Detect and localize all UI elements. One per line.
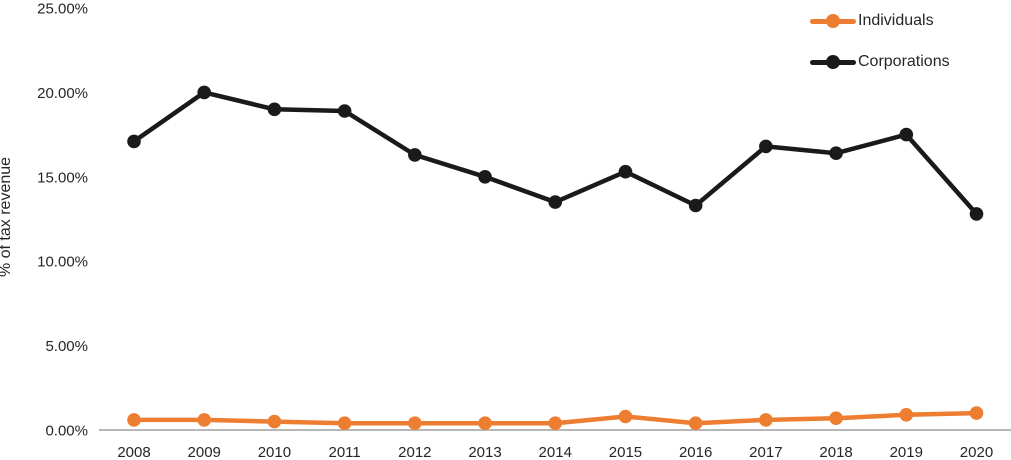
x-tick-label: 2020 bbox=[960, 444, 993, 460]
x-tick-label: 2011 bbox=[328, 444, 360, 460]
data-point bbox=[829, 411, 843, 426]
corporations-marker-icon bbox=[826, 55, 840, 69]
individuals-marker-icon bbox=[826, 14, 840, 28]
legend-label-corporations: Corporations bbox=[858, 53, 950, 70]
data-point bbox=[548, 195, 563, 209]
y-tick-label: 25.00% bbox=[37, 1, 88, 18]
x-tick-label: 2019 bbox=[890, 444, 923, 460]
data-point bbox=[197, 413, 212, 427]
x-tick-label: 2016 bbox=[679, 444, 712, 460]
x-tick-label: 2015 bbox=[609, 444, 642, 460]
x-tick-label: 2014 bbox=[539, 444, 572, 460]
y-tick-label: 15.00% bbox=[37, 169, 88, 186]
data-point bbox=[127, 413, 141, 427]
data-point bbox=[337, 104, 352, 118]
x-tick-label: 2018 bbox=[819, 444, 852, 460]
legend-item-corporations: Corporations bbox=[810, 48, 950, 76]
y-axis-title: % of tax revenue bbox=[0, 157, 14, 277]
data-point bbox=[899, 127, 914, 142]
data-point bbox=[688, 198, 703, 213]
data-point bbox=[548, 416, 563, 431]
data-point bbox=[408, 148, 422, 162]
data-point bbox=[197, 85, 212, 100]
chart-legend: Individuals Corporations bbox=[810, 7, 950, 76]
data-point bbox=[478, 416, 492, 431]
data-point bbox=[759, 413, 773, 427]
data-point bbox=[829, 146, 843, 160]
legend-item-individuals: Individuals bbox=[810, 7, 950, 35]
data-point bbox=[478, 170, 492, 184]
x-tick-label: 2010 bbox=[258, 444, 291, 460]
x-tick-label: 2017 bbox=[749, 444, 782, 460]
data-point bbox=[899, 408, 914, 422]
x-tick-label: 2012 bbox=[398, 444, 431, 460]
data-point bbox=[127, 134, 141, 149]
y-tick-label: 20.00% bbox=[37, 85, 88, 102]
legend-label-individuals: Individuals bbox=[858, 12, 934, 29]
data-point bbox=[969, 406, 984, 420]
y-tick-label: 0.00% bbox=[45, 423, 88, 440]
y-tick-label: 5.00% bbox=[45, 338, 88, 355]
individuals-line-swatch-icon bbox=[810, 14, 856, 28]
y-tick-label: 10.00% bbox=[37, 254, 88, 271]
data-point bbox=[337, 416, 352, 431]
data-point bbox=[688, 416, 703, 431]
data-point bbox=[408, 416, 422, 431]
corporations-line-swatch-icon bbox=[810, 55, 856, 69]
data-point bbox=[618, 164, 633, 179]
data-point bbox=[618, 409, 633, 424]
x-tick-label: 2009 bbox=[188, 444, 221, 460]
data-point bbox=[267, 414, 282, 429]
x-tick-label: 2008 bbox=[117, 444, 150, 460]
x-tick-label: 2013 bbox=[468, 444, 501, 460]
data-point bbox=[759, 139, 773, 154]
data-point bbox=[969, 207, 984, 221]
data-point bbox=[267, 102, 282, 117]
